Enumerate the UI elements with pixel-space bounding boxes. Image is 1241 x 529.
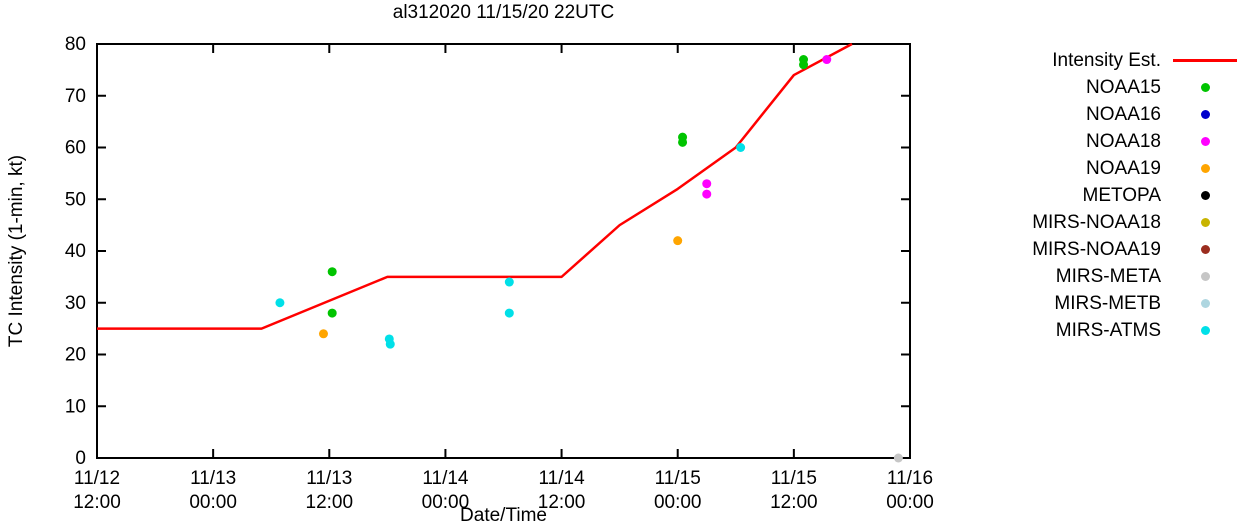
legend-line-sample-icon xyxy=(1169,59,1241,62)
point-noaa18 xyxy=(702,189,712,199)
legend-row-intensity-est: Intensity Est. xyxy=(1032,47,1241,74)
legend-dot-icon xyxy=(1169,191,1241,200)
chart-title: al312020 11/15/20 22UTC xyxy=(392,2,615,23)
legend-row-mirs-noaa19: MIRS-NOAA19 xyxy=(1032,236,1241,263)
x-tick-label-date: 11/13 xyxy=(306,468,352,489)
legend-label-intensity-est: Intensity Est. xyxy=(1052,49,1161,71)
point-noaa18 xyxy=(702,179,712,189)
x-tick-label-time: 00:00 xyxy=(654,492,702,513)
point-noaa18 xyxy=(822,55,832,65)
dot-swatch xyxy=(1200,137,1210,146)
point-mirs-meta xyxy=(893,453,903,463)
legend-label-mirs-noaa18: MIRS-NOAA18 xyxy=(1032,211,1161,233)
legend-label-mirs-atms: MIRS-ATMS xyxy=(1055,319,1161,341)
legend-row-noaa16: NOAA16 xyxy=(1032,101,1241,128)
x-tick-label-time: 00:00 xyxy=(422,492,470,513)
x-tick-label-date: 11/15 xyxy=(655,468,701,489)
dot-swatch xyxy=(1200,83,1210,92)
y-axis-label: TC Intensity (1-min, kt) xyxy=(6,154,27,348)
legend-dot-icon xyxy=(1169,83,1241,92)
legend-label-noaa19: NOAA19 xyxy=(1086,157,1161,179)
legend-dot-icon xyxy=(1169,272,1241,281)
legend-dot-icon xyxy=(1169,137,1241,146)
dot-swatch xyxy=(1200,326,1210,335)
legend-dot-icon xyxy=(1169,218,1241,227)
legend: Intensity Est. NOAA15 NOAA16 NOAA18 NOAA19 ME… xyxy=(1032,47,1241,344)
legend-dot-icon xyxy=(1169,299,1241,308)
plot-border xyxy=(96,43,911,459)
y-tick-label: 30 xyxy=(65,293,86,314)
legend-row-mirs-metb: MIRS-METB xyxy=(1032,290,1241,317)
dot-swatch xyxy=(1200,191,1210,200)
legend-dot-icon xyxy=(1169,110,1241,119)
legend-dot-icon xyxy=(1169,164,1241,173)
legend-row-mirs-noaa18: MIRS-NOAA18 xyxy=(1032,209,1241,236)
legend-row-noaa15: NOAA15 xyxy=(1032,74,1241,101)
x-tick-label-date: 11/16 xyxy=(887,468,933,489)
legend-row-metopa: METOPA xyxy=(1032,182,1241,209)
y-tick-label: 60 xyxy=(65,138,86,159)
x-tick-label-date: 11/14 xyxy=(539,468,586,489)
dot-swatch xyxy=(1200,245,1210,254)
legend-label-noaa16: NOAA16 xyxy=(1086,103,1161,125)
point-noaa19 xyxy=(318,329,328,339)
x-tick-label-time: 12:00 xyxy=(73,492,121,513)
intensity-est-line xyxy=(97,42,853,330)
point-noaa19 xyxy=(673,236,683,246)
point-noaa15 xyxy=(678,137,688,147)
x-tick-label-time: 12:00 xyxy=(770,492,818,513)
x-tick-label-date: 11/15 xyxy=(771,468,817,489)
point-mirs-atms xyxy=(504,308,514,318)
point-mirs-atms xyxy=(736,143,746,152)
dot-swatch xyxy=(1200,110,1210,119)
legend-row-mirs-meta: MIRS-META xyxy=(1032,263,1241,290)
point-noaa15 xyxy=(327,267,337,277)
x-tick-label-time: 00:00 xyxy=(886,492,934,513)
legend-dot-icon xyxy=(1169,245,1241,254)
y-tick-label: 80 xyxy=(65,34,86,55)
legend-row-noaa18: NOAA18 xyxy=(1032,128,1241,155)
legend-label-mirs-meta: MIRS-META xyxy=(1055,265,1161,287)
legend-label-mirs-noaa19: MIRS-NOAA19 xyxy=(1032,238,1161,260)
x-tick-label-date: 11/14 xyxy=(422,468,469,489)
point-mirs-atms xyxy=(275,298,285,308)
x-tick-label-date: 11/13 xyxy=(190,468,236,489)
y-tick-label: 20 xyxy=(65,345,86,366)
dot-swatch xyxy=(1200,218,1210,227)
x-axis-label: Date/Time xyxy=(460,505,547,526)
point-noaa15 xyxy=(327,308,337,318)
dot-swatch xyxy=(1200,272,1210,281)
legend-row-noaa19: NOAA19 xyxy=(1032,155,1241,182)
point-mirs-atms xyxy=(385,339,395,349)
x-tick-label-time: 12:00 xyxy=(538,492,586,513)
y-tick-label: 10 xyxy=(65,396,86,417)
x-tick-label-time: 00:00 xyxy=(189,492,237,513)
legend-dot-icon xyxy=(1169,326,1241,335)
dot-swatch xyxy=(1200,164,1210,173)
dot-swatch xyxy=(1200,299,1210,308)
y-tick-label: 0 xyxy=(75,448,86,469)
point-noaa15 xyxy=(799,60,809,70)
legend-label-mirs-metb: MIRS-METB xyxy=(1054,292,1161,314)
legend-label-noaa18: NOAA18 xyxy=(1086,130,1161,152)
y-tick-label: 40 xyxy=(65,241,86,262)
x-tick-label-time: 12:00 xyxy=(306,492,354,513)
legend-label-noaa15: NOAA15 xyxy=(1086,76,1161,98)
point-mirs-atms xyxy=(504,277,514,287)
legend-row-mirs-atms: MIRS-ATMS xyxy=(1032,317,1241,344)
line-swatch xyxy=(1173,59,1237,62)
legend-label-metopa: METOPA xyxy=(1082,184,1161,206)
y-tick-label: 50 xyxy=(65,189,86,210)
y-tick-label: 70 xyxy=(65,86,86,107)
x-tick-label-date: 11/12 xyxy=(74,468,120,489)
